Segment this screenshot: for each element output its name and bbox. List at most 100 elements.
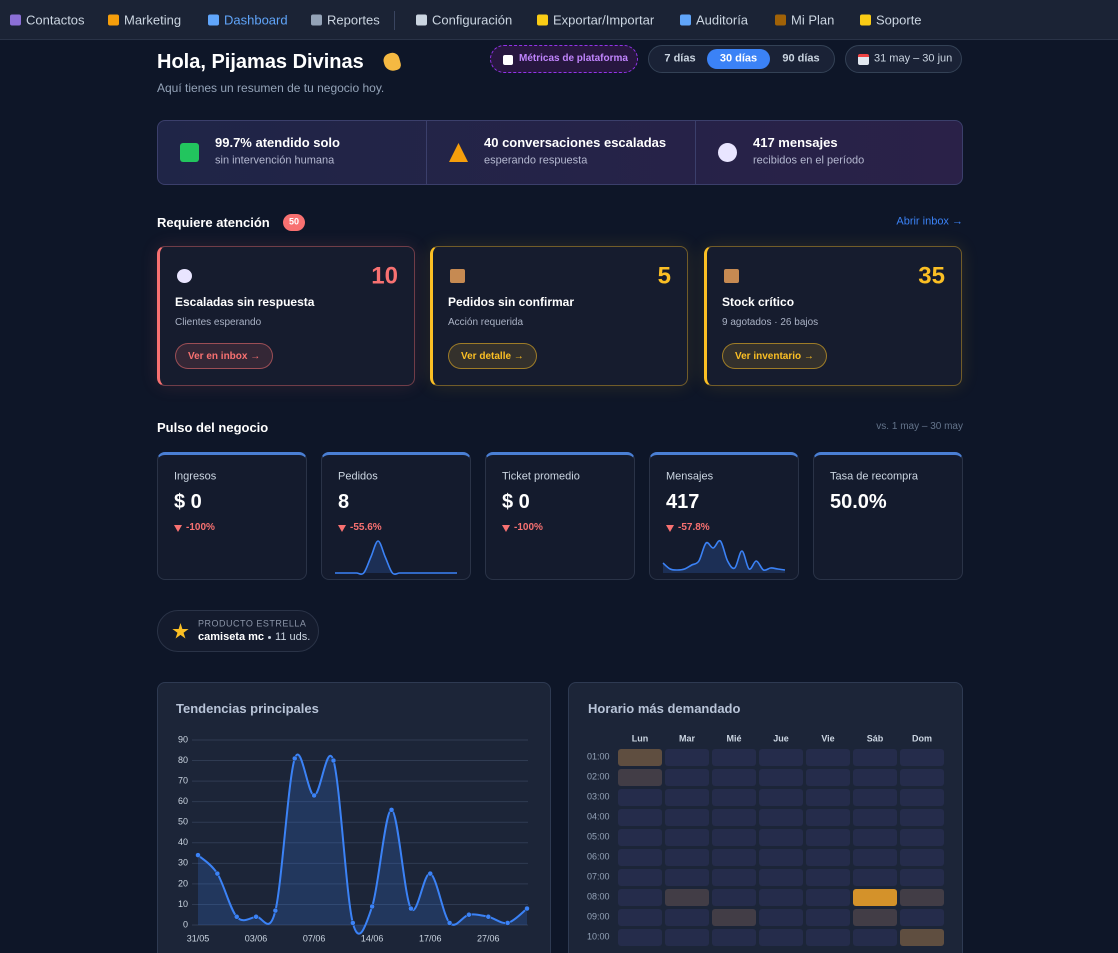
summary-divider [426,121,427,184]
star-quantity: 11 uds. [275,631,311,643]
summary-subtitle: recibidos en el período [753,154,865,167]
nav-label: Reportes [327,12,380,28]
attention-badge: 50 [283,214,305,231]
kpi-label: Ingresos [174,470,217,483]
subtitle: Aquí tienes un resumen de tu negocio hoy… [157,80,385,95]
platform-label: Métricas de plataforma [519,53,628,64]
kpi-label: Mensajes [666,470,714,483]
card-button[interactable]: Ver detalle → [448,343,537,369]
card-button[interactable]: Ver inventario → [722,343,827,369]
card-title: Pedidos sin confirmar [448,294,575,309]
nav-icon [208,14,219,26]
range-button[interactable]: 90 días [772,49,830,69]
nav-label: Soporte [876,12,922,28]
kpi-value: $ 0 [174,491,202,513]
kpi-change: -100% [186,522,215,533]
summary-subtitle: sin intervención humana [215,154,335,167]
card-subtitle: 9 agotados · 26 bajos [722,317,819,328]
summary-title: 40 conversaciones escaladas [484,135,667,151]
kpi-label: Tasa de recompra [830,470,919,483]
nav-icon [108,14,119,26]
nav-item[interactable]: Soporte [860,13,922,28]
nav-separator [394,11,395,30]
nav-label: Configuración [432,12,513,28]
kpi-card: Ticket promedio $ 0 -100% [485,452,635,580]
nav-item[interactable]: Reportes [311,13,380,28]
summary-strip [157,120,963,185]
nav-icon [775,14,786,26]
date-label: 31 may – 30 jun [874,52,953,65]
range-button[interactable]: 30 días [707,49,770,69]
kpi-label: Ticket promedio [502,470,580,483]
kpi-change: -57.8% [678,522,710,533]
nav-label: Mi Plan [791,12,835,28]
nav-item[interactable]: Mi Plan [775,13,834,28]
box-icon [724,269,739,283]
star-row: camiseta mc 11 uds. [198,631,310,643]
card-title: Escaladas sin respuesta [175,294,315,309]
nav-item[interactable]: Dashboard [208,13,288,28]
attention-card: 5 Pedidos sin confirmar Acción requerida Ve… [430,246,688,386]
range-label: 90 días [782,52,820,65]
greeting: Hola, Pijamas Divinas [157,51,364,73]
calendar-icon [858,54,869,65]
platform-toggle[interactable]: Métricas de plataforma [490,45,638,73]
nav-item[interactable]: Exportar/Importar [537,13,654,28]
inbox-link[interactable]: Abrir inbox → [896,215,963,228]
nav-label: Auditoría [696,12,749,28]
chat-icon [177,269,192,283]
badge-count: 50 [288,216,299,227]
nav-item[interactable]: Contactos [10,13,85,28]
summary-divider [695,121,696,184]
nav-label: Exportar/Importar [553,12,655,28]
nav-label: Marketing [124,12,182,28]
down-triangle [502,525,510,532]
kpi-change: -100% [514,522,543,533]
kpi-value: 417 [666,491,700,513]
card-value: 35 [918,262,945,290]
kpi-change: -55.6% [350,522,382,533]
nav-label: Dashboard [224,12,288,28]
attention-title: Requiere atención [157,215,270,231]
wave-icon [381,51,403,73]
nav-bar [0,0,1118,40]
nav-icon [537,14,548,26]
kpi-card: Pedidos 8 -55.6% [321,452,471,580]
kpi-card: Mensajes 417 -57.8% [649,452,799,580]
nav-item[interactable]: Marketing [108,13,181,28]
nav-item[interactable]: Configuración [416,13,512,28]
kpi-card: Ingresos $ 0 -100% [157,452,307,580]
chart-title: Tendencias principales [176,701,319,717]
summary-title: 417 mensajes [753,135,838,151]
range-label: 7 días [664,52,696,65]
card-button[interactable]: Ver en inbox → [175,343,274,369]
heatmap-panel [568,682,963,953]
nav-icon [680,14,691,26]
nav-icon [311,14,322,26]
card-title: Stock crítico [722,294,795,309]
pulse-title: Pulso del negocio [157,420,269,436]
down-triangle [174,525,182,532]
card-value: 5 [657,262,671,290]
nav-item[interactable]: Auditoría [680,13,748,28]
date-picker[interactable]: 31 may – 30 jun [845,45,962,73]
range-label: 30 días [719,52,758,65]
card-subtitle: Clientes esperando [175,317,262,328]
check-icon [180,143,199,162]
kpi-value: 50.0% [830,491,887,513]
pulse-comparison: vs. 1 may – 30 may [876,421,963,432]
summary-title: 99.7% atendido solo [215,135,340,151]
nav-icon [416,14,427,26]
down-triangle [338,525,346,532]
box-icon [450,269,465,283]
kpi-label: Pedidos [338,470,378,483]
down-triangle [666,525,674,532]
range-button[interactable]: 7 días [655,49,705,69]
summary-subtitle: esperando respuesta [484,154,588,167]
checkbox [503,55,513,65]
attention-card: 10 Escaladas sin respuesta Clientes espera… [157,246,415,386]
nav-label: Contactos [26,12,85,28]
kpi-value: 8 [338,491,350,513]
chart-title: Horario más demandado [588,701,741,717]
